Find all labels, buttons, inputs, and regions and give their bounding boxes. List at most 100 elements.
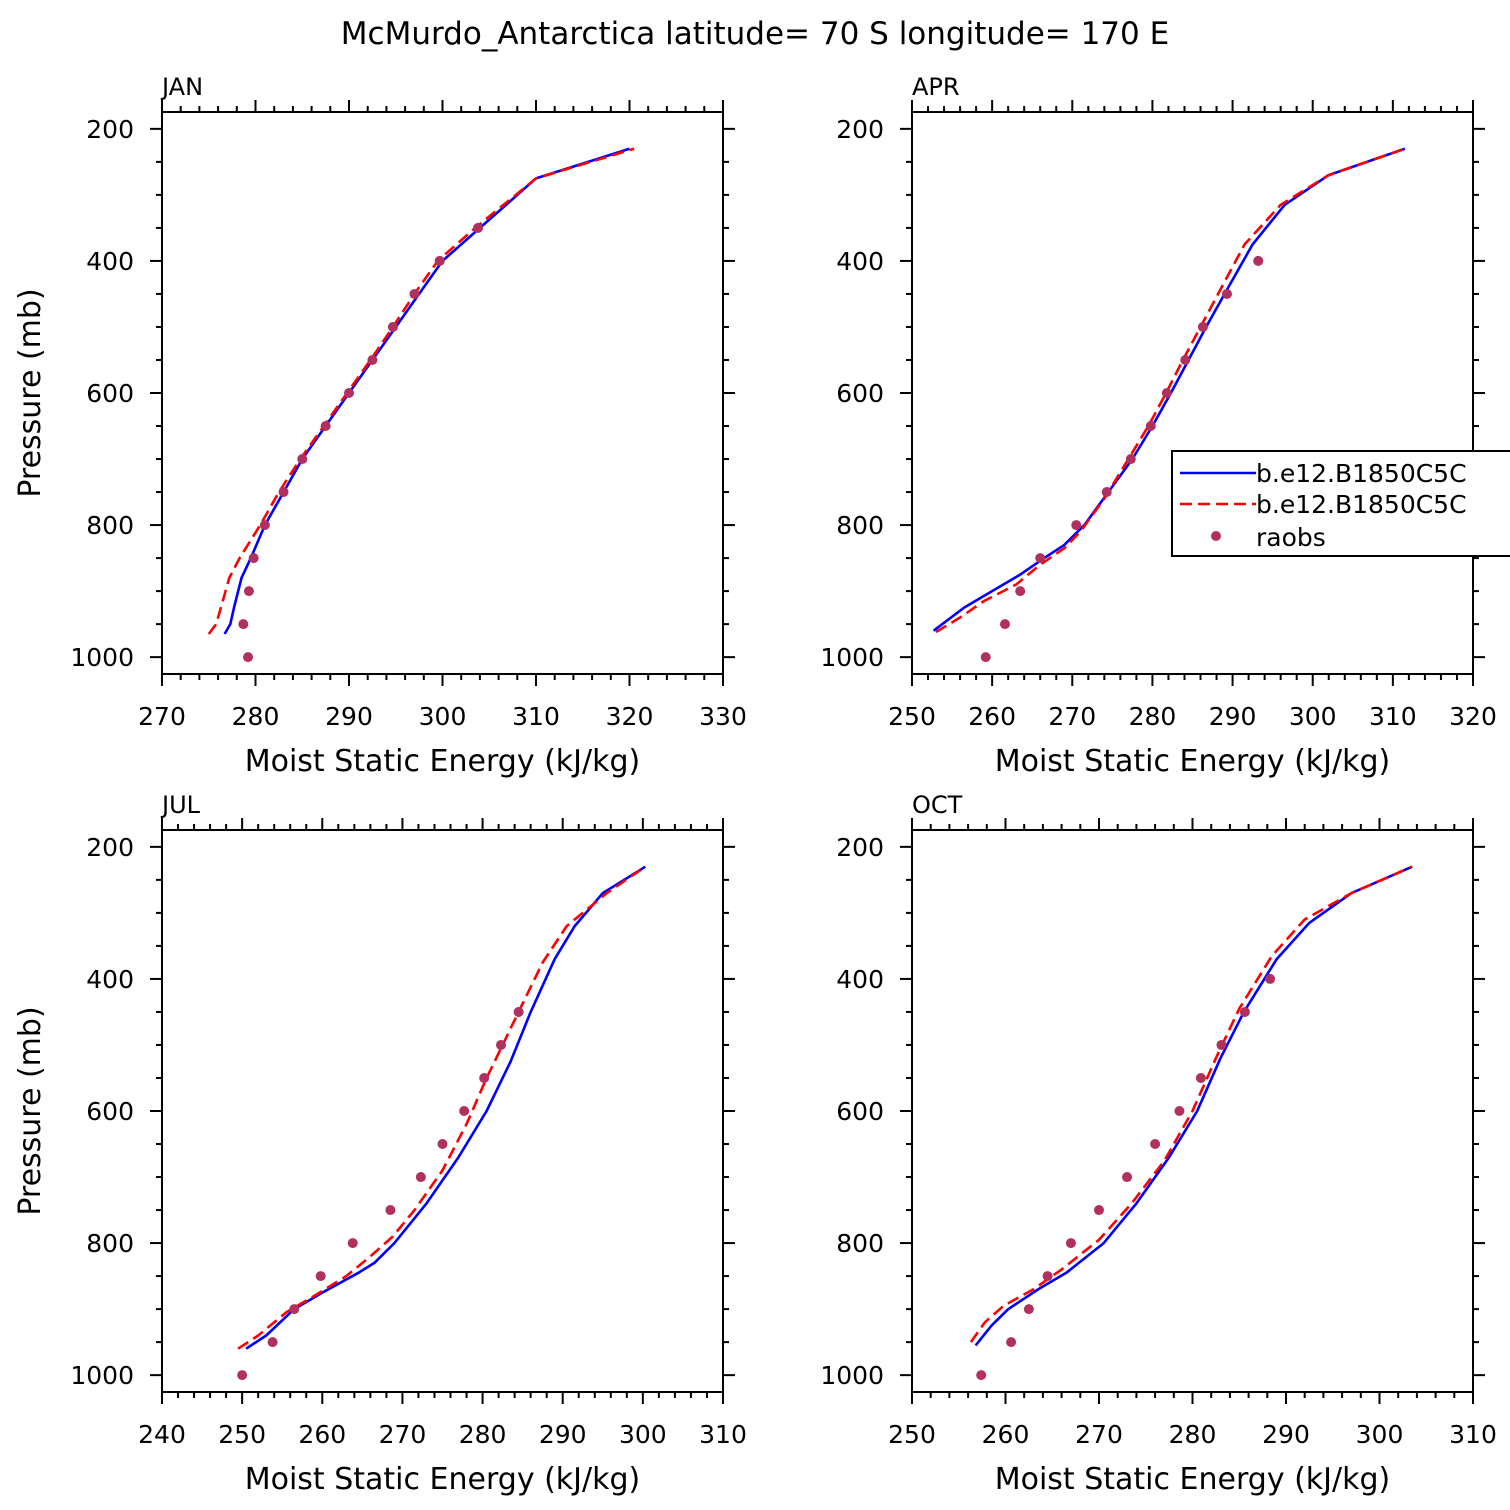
panel-jan: 270 280 290 300 310 320 330 200 400 600 800 1000 JAN… (13, 73, 747, 779)
y-tick-label: 800 (836, 511, 884, 540)
y-tick-label: 400 (836, 247, 884, 276)
raobs-point (347, 1238, 358, 1249)
panels: 270 280 290 300 310 320 330 200 400 600 800 1000 JAN… (13, 73, 1497, 1497)
series-line-dashed (969, 865, 1413, 1343)
raobs-point (297, 454, 308, 465)
panel-title: JUL (160, 791, 201, 819)
raobs-point (1221, 288, 1232, 299)
raobs-point (1216, 1039, 1227, 1050)
x-tick-label: 330 (699, 702, 747, 731)
raobs-point (479, 1072, 490, 1083)
x-tick-label: 250 (888, 702, 936, 731)
y-tick-label: 800 (86, 511, 134, 540)
y-axis-label: Pressure (mb) (13, 1006, 48, 1215)
y-tick-label: 600 (86, 379, 134, 408)
y-tick-label: 1000 (820, 643, 884, 672)
x-tick-label: 310 (1449, 1420, 1497, 1449)
y-tick-label: 600 (86, 1097, 134, 1126)
series-line-dashed (237, 865, 647, 1350)
x-tick-label: 260 (982, 1420, 1030, 1449)
raobs-point (1125, 454, 1136, 465)
raobs-point (1174, 1106, 1185, 1116)
raobs-point (473, 222, 484, 233)
raobs-point (315, 1271, 326, 1282)
x-tick-label: 240 (138, 1420, 186, 1449)
x-tick-label: 320 (606, 702, 654, 731)
raobs-point (1006, 1337, 1017, 1348)
y-tick-label: 1000 (70, 1361, 134, 1390)
raobs-point (1065, 1238, 1076, 1249)
x-tick-label: 270 (138, 702, 186, 731)
x-tick-label: 320 (1449, 702, 1497, 731)
x-tick-label: 260 (298, 1420, 346, 1449)
raobs-point (1180, 354, 1191, 365)
raobs-point (980, 652, 991, 663)
x-tick-label: 300 (1289, 702, 1337, 731)
panel-title: OCT (912, 791, 963, 819)
x-tick-label: 290 (1262, 1420, 1310, 1449)
y-tick-label: 800 (836, 1229, 884, 1258)
raobs-point (289, 1304, 300, 1315)
x-tick-label: 280 (459, 1420, 507, 1449)
y-tick-label: 1000 (70, 643, 134, 672)
raobs-point (437, 1139, 448, 1150)
x-tick-label: 310 (699, 1420, 747, 1449)
raobs-point (1239, 1006, 1250, 1017)
raobs-point (1094, 1205, 1104, 1216)
raobs-point (367, 354, 378, 365)
x-tick-label: 300 (619, 1420, 667, 1449)
legend-entry-label: b.e12.B1850C5C (1256, 490, 1467, 519)
raobs-point (238, 619, 249, 630)
raobs-point (243, 652, 254, 663)
raobs-point (496, 1039, 507, 1050)
raobs-point (387, 321, 398, 332)
x-tick-label: 290 (539, 1420, 587, 1449)
raobs-point (385, 1205, 396, 1216)
y-tick-label: 200 (836, 115, 884, 144)
y-tick-label: 400 (86, 965, 134, 994)
x-axis-label: Moist Static Energy (kJ/kg) (245, 1462, 641, 1497)
raobs-point (1195, 1072, 1206, 1083)
raobs-point (1035, 553, 1046, 564)
x-tick-label: 280 (1129, 702, 1177, 731)
raobs-point (1150, 1139, 1161, 1150)
raobs-point (1122, 1172, 1133, 1183)
raobs-point (1101, 487, 1112, 498)
x-tick-label: 270 (1075, 1420, 1123, 1449)
x-axis-label: Moist Static Energy (kJ/kg) (995, 1462, 1391, 1497)
legend-entry-label: raobs (1256, 523, 1326, 552)
figure-title: McMurdo_Antarctica latitude= 70 S longit… (341, 16, 1169, 52)
x-tick-label: 300 (419, 702, 467, 731)
raobs-point (1161, 388, 1172, 398)
legend-swatch-raobs (1211, 531, 1221, 541)
raobs-point (1197, 321, 1208, 332)
x-tick-label: 280 (1169, 1420, 1217, 1449)
raobs-point (259, 520, 270, 531)
raobs-point (237, 1370, 248, 1381)
panel-oct: 250 260 270 280 290 300 310 200 400 600 800 1000 OCT… (820, 791, 1496, 1497)
raobs-point (1023, 1304, 1034, 1315)
x-tick-label: 280 (232, 702, 280, 731)
x-tick-label: 300 (1356, 1420, 1404, 1449)
raobs-point (409, 288, 420, 299)
series-line-solid (245, 865, 646, 1350)
raobs-point (1071, 520, 1082, 531)
x-axis-label: Moist Static Energy (kJ/kg) (995, 744, 1391, 779)
y-tick-label: 800 (86, 1229, 134, 1258)
raobs-point (243, 586, 254, 597)
legend-box (1171, 450, 1510, 557)
raobs-point (1015, 586, 1026, 597)
raobs-point (344, 388, 354, 398)
raobs-point (976, 1370, 987, 1381)
raobs-point (513, 1006, 524, 1017)
raobs-point (415, 1172, 426, 1183)
series-line-solid (932, 147, 1406, 632)
x-tick-label: 250 (218, 1420, 266, 1449)
panel-jul: 240 250 260 270 280 290 300 310 200 400 600 800 1000… (13, 791, 747, 1497)
raobs-point (999, 619, 1010, 630)
y-tick-label: 400 (836, 965, 884, 994)
raobs-point (1145, 421, 1156, 432)
